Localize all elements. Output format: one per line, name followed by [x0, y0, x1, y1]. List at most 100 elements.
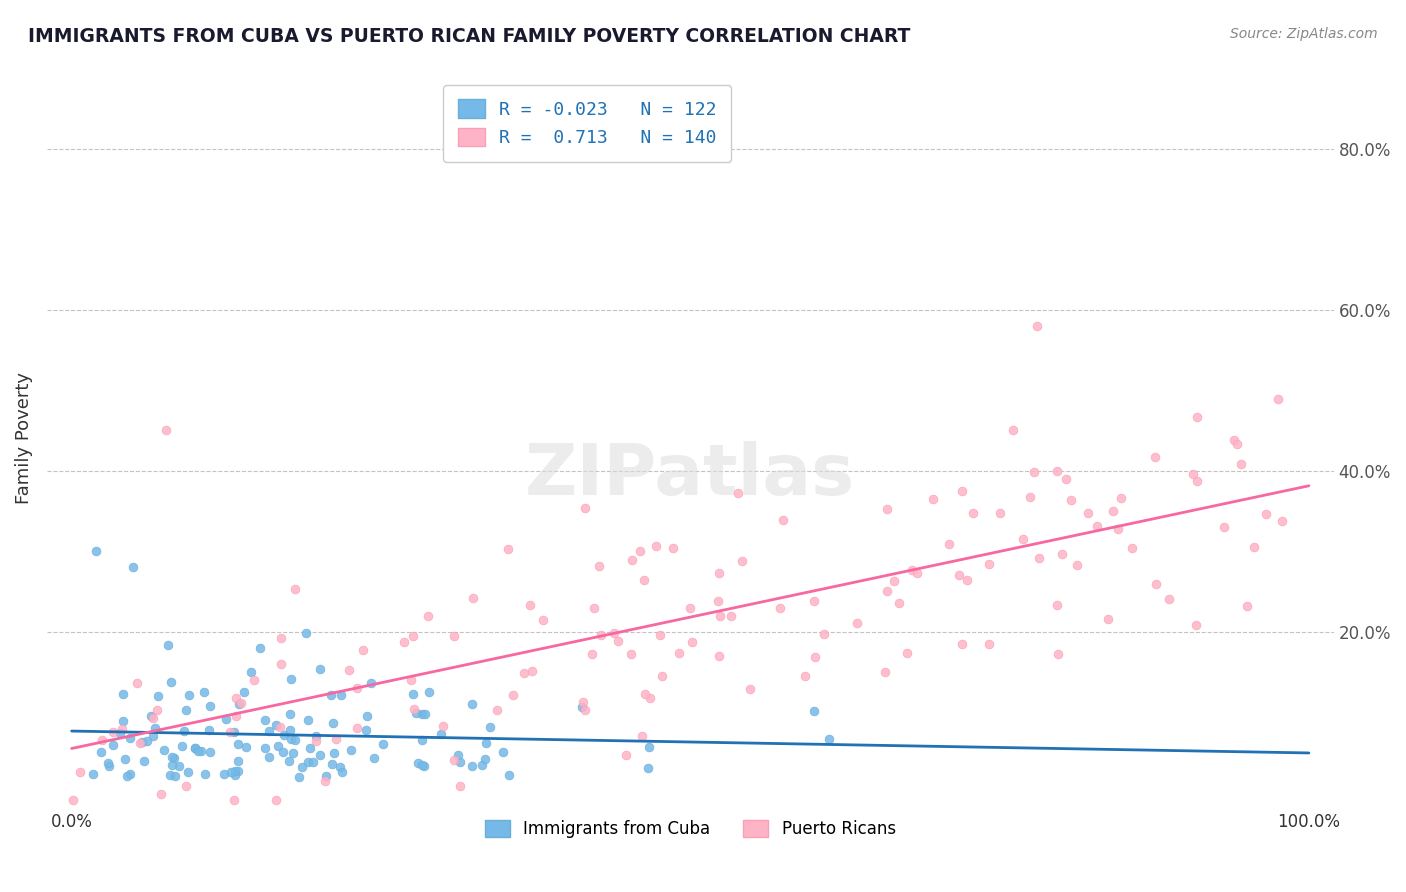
Point	[720, 609, 742, 624]
Point	[224, 764, 246, 778]
Point	[1230, 458, 1253, 472]
Point	[69, 765, 91, 780]
Point	[1011, 532, 1033, 546]
Point	[889, 595, 911, 609]
Point	[709, 648, 731, 663]
Point	[160, 750, 183, 764]
Point	[97, 759, 120, 773]
Point	[142, 711, 165, 725]
Point	[603, 626, 626, 640]
Point	[149, 787, 172, 801]
Point	[411, 758, 433, 772]
Point	[270, 657, 292, 672]
Point	[630, 730, 652, 744]
Point	[183, 741, 205, 756]
Point	[264, 718, 287, 732]
Point	[179, 689, 201, 703]
Point	[321, 688, 343, 702]
Point	[392, 635, 415, 649]
Point	[1222, 433, 1244, 447]
Point	[845, 616, 868, 631]
Point	[447, 747, 470, 762]
Point	[240, 665, 263, 679]
Point	[266, 793, 288, 807]
Point	[574, 703, 596, 717]
Point	[1185, 474, 1208, 488]
Text: IMMIGRANTS FROM CUBA VS PUERTO RICAN FAMILY POVERTY CORRELATION CHART: IMMIGRANTS FROM CUBA VS PUERTO RICAN FAM…	[28, 27, 911, 45]
Point	[485, 703, 508, 717]
Point	[284, 732, 307, 747]
Point	[1101, 504, 1123, 518]
Point	[418, 685, 440, 699]
Point	[297, 756, 319, 770]
Point	[325, 731, 347, 746]
Point	[905, 566, 928, 580]
Point	[896, 646, 918, 660]
Point	[111, 723, 134, 737]
Point	[156, 638, 179, 652]
Point	[1271, 515, 1294, 529]
Point	[134, 754, 156, 768]
Point	[219, 764, 242, 779]
Point	[309, 748, 332, 763]
Point	[589, 628, 612, 642]
Point	[950, 637, 973, 651]
Point	[661, 541, 683, 555]
Point	[177, 765, 200, 780]
Point	[198, 723, 221, 738]
Point	[411, 707, 433, 722]
Point	[184, 740, 207, 755]
Point	[498, 768, 520, 782]
Point	[1144, 577, 1167, 591]
Point	[82, 766, 104, 780]
Point	[574, 501, 596, 516]
Point	[962, 506, 984, 520]
Point	[131, 735, 153, 749]
Point	[803, 593, 825, 607]
Point	[142, 729, 165, 743]
Point	[212, 766, 235, 780]
Point	[215, 712, 238, 726]
Point	[803, 650, 825, 665]
Point	[606, 633, 628, 648]
Point	[1077, 506, 1099, 520]
Point	[271, 745, 294, 759]
Point	[224, 768, 246, 782]
Point	[803, 704, 825, 718]
Point	[522, 664, 544, 678]
Point	[232, 685, 254, 699]
Point	[1212, 519, 1234, 533]
Point	[242, 673, 264, 687]
Point	[340, 743, 363, 757]
Point	[772, 513, 794, 527]
Point	[226, 764, 249, 779]
Point	[479, 720, 502, 734]
Point	[1046, 465, 1069, 479]
Point	[583, 601, 606, 615]
Point	[443, 629, 465, 643]
Point	[461, 758, 484, 772]
Point	[571, 695, 593, 709]
Point	[679, 601, 702, 615]
Y-axis label: Family Poverty: Family Poverty	[15, 373, 32, 505]
Point	[614, 747, 637, 762]
Point	[950, 483, 973, 498]
Point	[873, 665, 896, 679]
Point	[1085, 519, 1108, 533]
Point	[979, 557, 1001, 571]
Point	[153, 743, 176, 757]
Point	[1185, 618, 1208, 632]
Point	[1111, 491, 1133, 505]
Point	[640, 691, 662, 706]
Point	[650, 628, 672, 642]
Point	[645, 539, 668, 553]
Point	[502, 688, 524, 702]
Text: ZIPatlas: ZIPatlas	[526, 441, 855, 510]
Point	[498, 541, 520, 556]
Point	[1243, 540, 1265, 554]
Point	[461, 697, 484, 711]
Point	[651, 669, 673, 683]
Point	[402, 702, 425, 716]
Point	[1144, 450, 1167, 464]
Point	[257, 724, 280, 739]
